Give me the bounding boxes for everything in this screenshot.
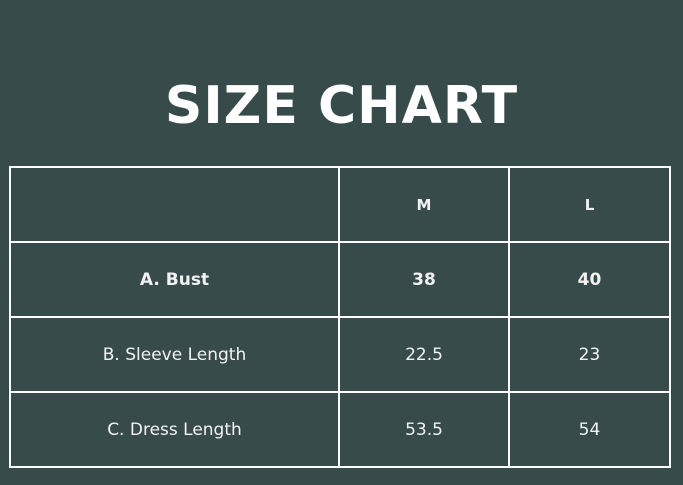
size-chart-table: M L A. Bust 38 40 B. Sleeve Length 22.5 …: [9, 166, 671, 468]
row-label: B. Sleeve Length: [9, 316, 340, 393]
cell-m: 22.5: [338, 316, 510, 393]
header-cell-m: M: [338, 166, 510, 243]
header-cell-empty: [9, 166, 340, 243]
cell-m: 53.5: [338, 391, 510, 468]
row-label: A. Bust: [9, 241, 340, 318]
table-row: B. Sleeve Length 22.5 23: [9, 316, 671, 393]
cell-l: 54: [508, 391, 671, 468]
table-row: C. Dress Length 53.5 54: [9, 391, 671, 468]
cell-m: 38: [338, 241, 510, 318]
table-header-row: M L: [9, 166, 671, 243]
cell-l: 40: [508, 241, 671, 318]
cell-l: 23: [508, 316, 671, 393]
table-row: A. Bust 38 40: [9, 241, 671, 318]
page-title: SIZE CHART: [164, 76, 519, 136]
header-cell-l: L: [508, 166, 671, 243]
row-label: C. Dress Length: [9, 391, 340, 468]
